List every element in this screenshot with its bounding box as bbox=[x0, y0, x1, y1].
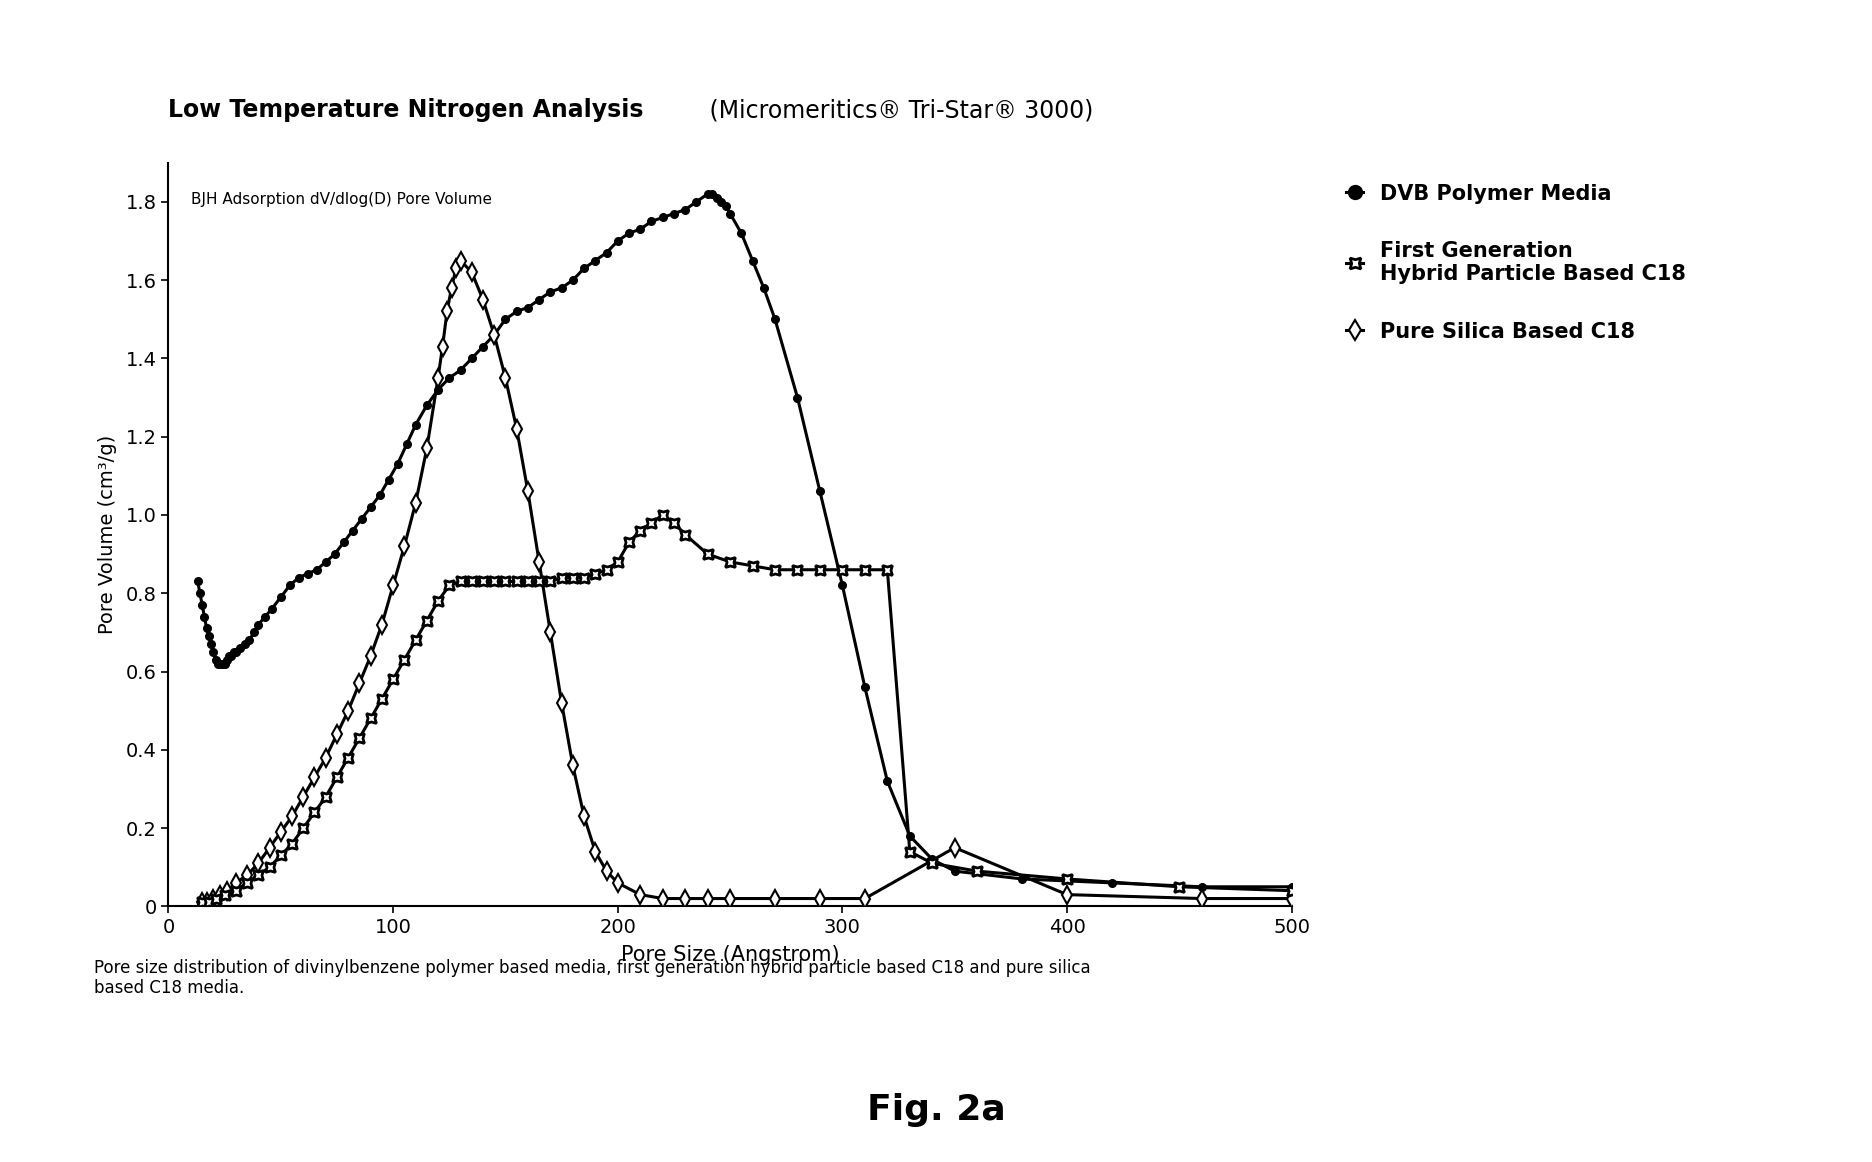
Text: Pore size distribution of divinylbenzene polymer based media, first generation h: Pore size distribution of divinylbenzene… bbox=[94, 959, 1090, 997]
Text: Fig. 2a: Fig. 2a bbox=[867, 1093, 1005, 1127]
Legend: DVB Polymer Media, First Generation
Hybrid Particle Based C18, Pure Silica Based: DVB Polymer Media, First Generation Hybr… bbox=[1337, 173, 1696, 352]
Text: (Micromeritics® Tri-Star® 3000): (Micromeritics® Tri-Star® 3000) bbox=[702, 98, 1093, 122]
Text: BJH Adsorption dV/dlog(D) Pore Volume: BJH Adsorption dV/dlog(D) Pore Volume bbox=[191, 193, 492, 208]
Y-axis label: Pore Volume (cm³/g): Pore Volume (cm³/g) bbox=[99, 435, 118, 634]
Text: Low Temperature Nitrogen Analysis: Low Temperature Nitrogen Analysis bbox=[168, 98, 644, 122]
X-axis label: Pore Size (Angstrom): Pore Size (Angstrom) bbox=[622, 946, 839, 966]
